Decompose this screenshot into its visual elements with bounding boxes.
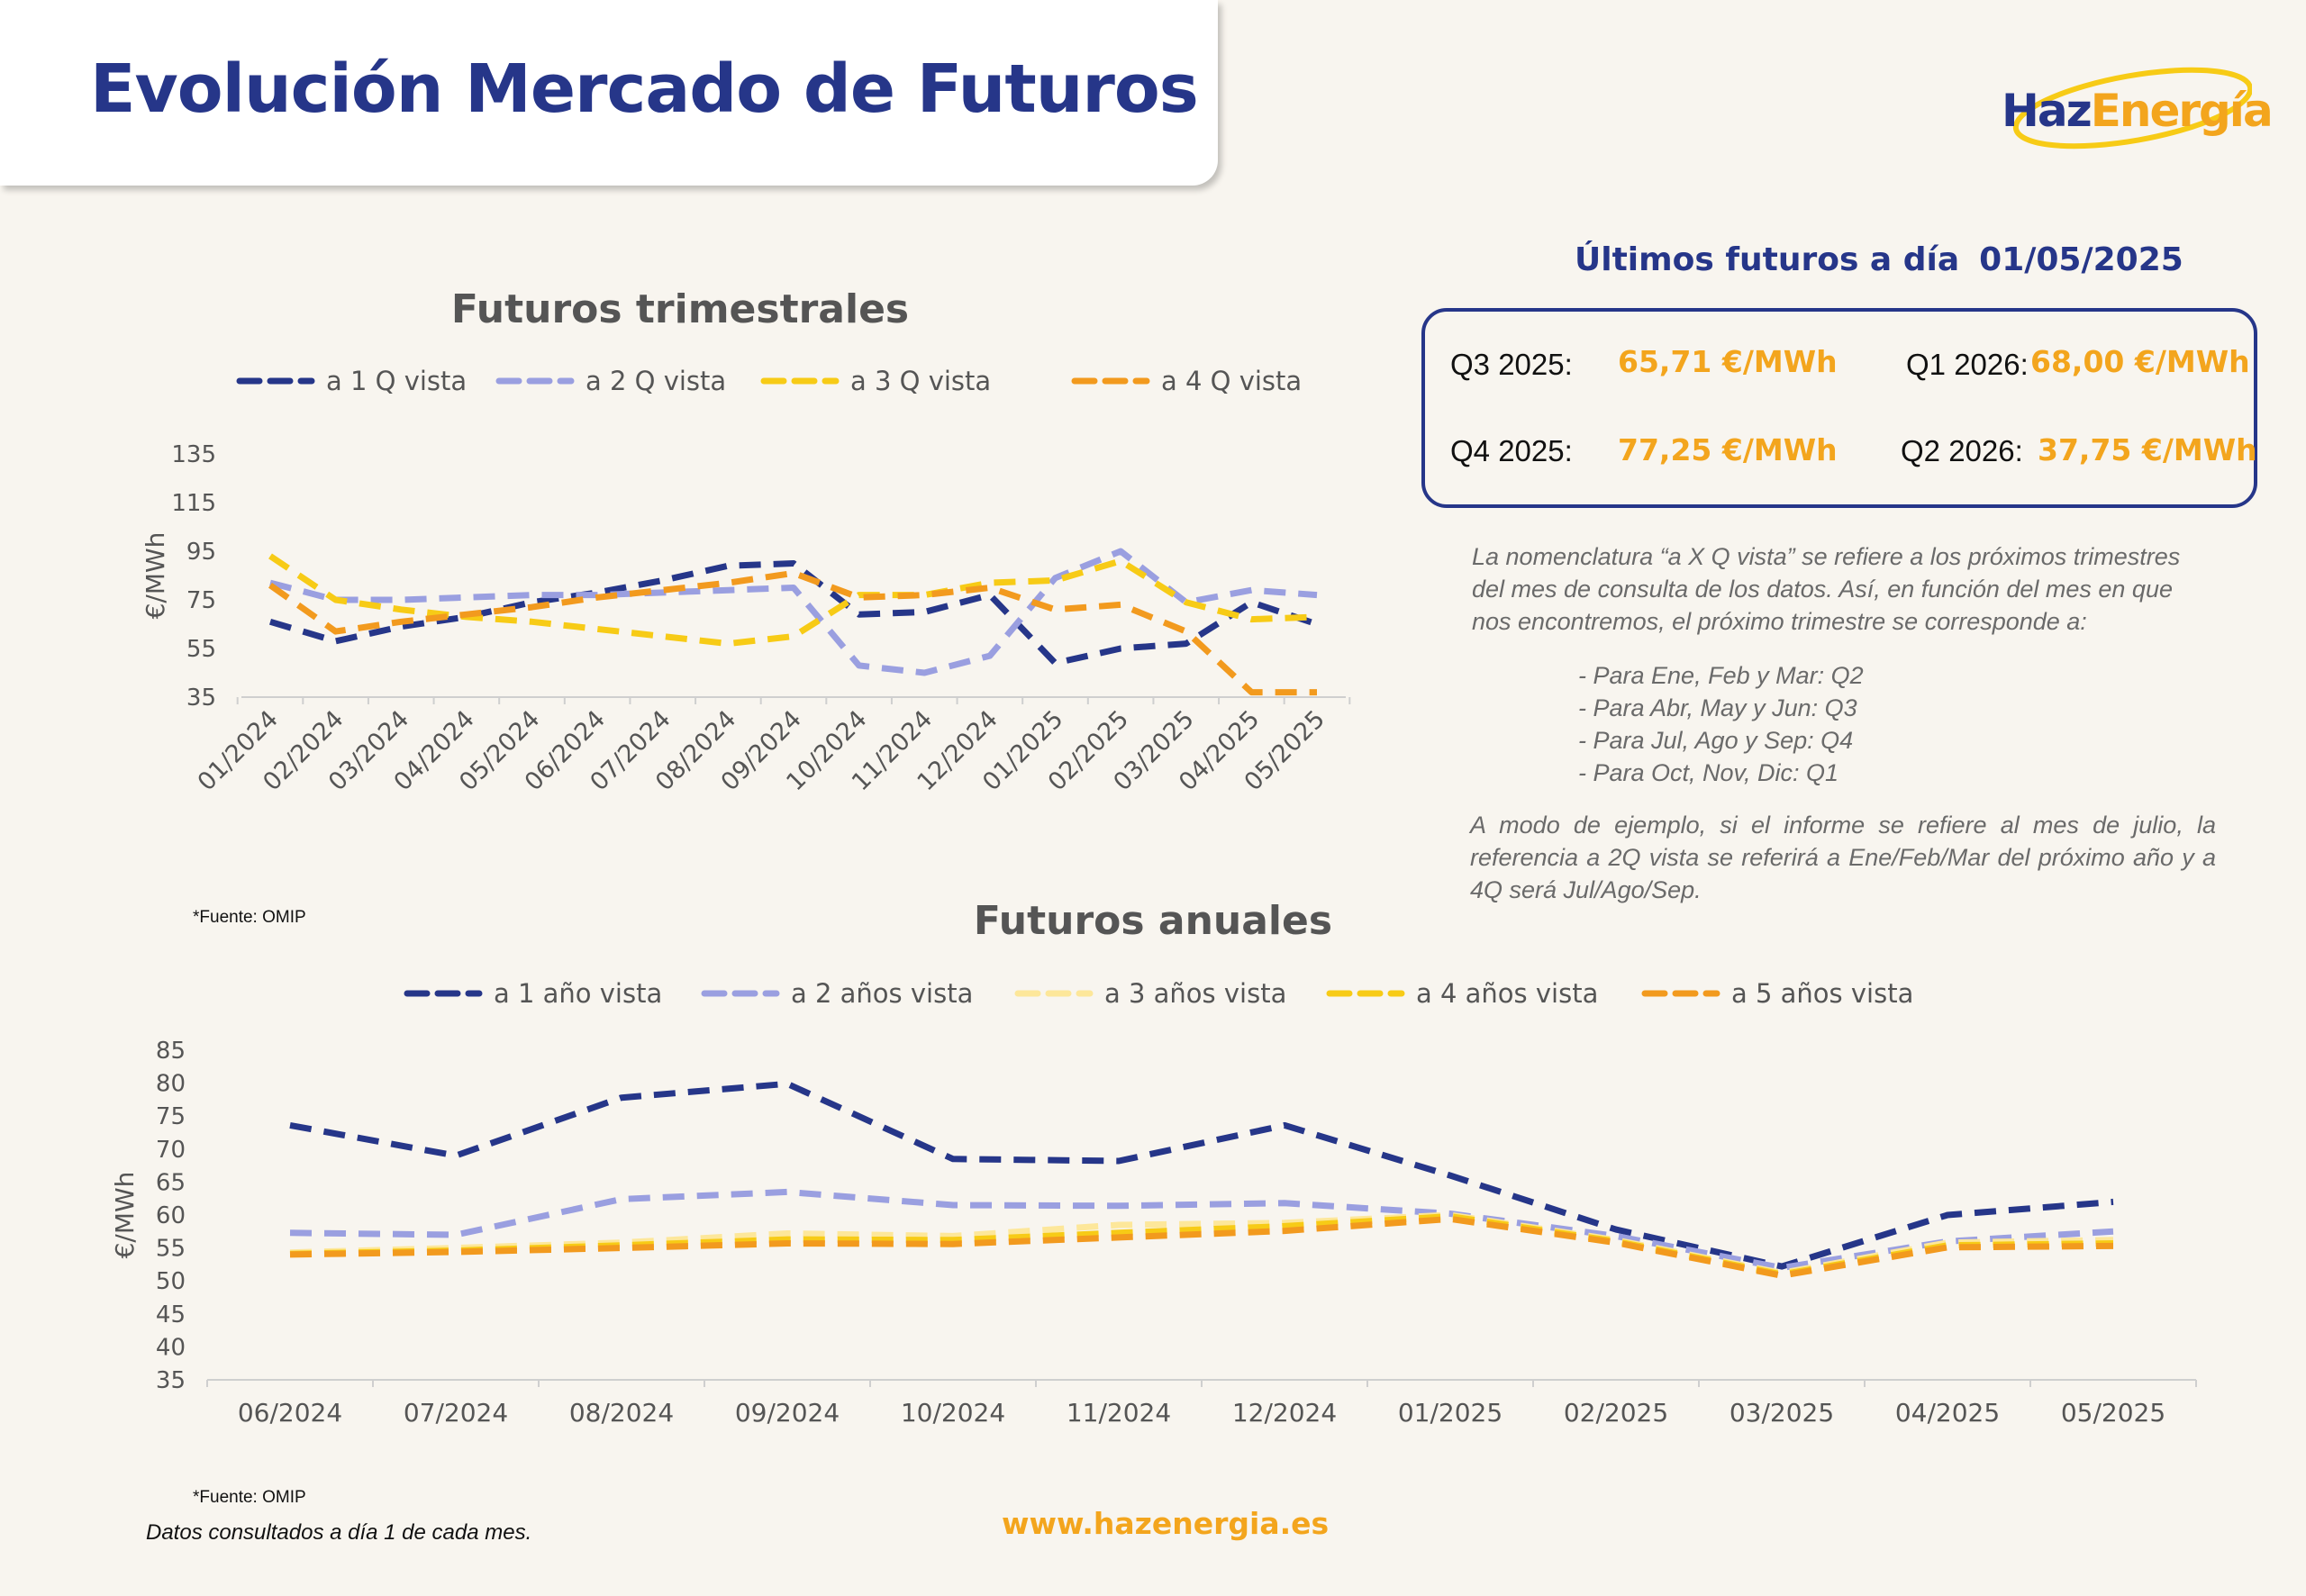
x-tick-label: 06/2024 bbox=[238, 1398, 342, 1428]
y-tick-label: 40 bbox=[156, 1334, 186, 1361]
source-label-annual: *Fuente: OMIP bbox=[193, 1488, 306, 1507]
chart-annual: Futuros anuales a 1 año vista a 2 años vis… bbox=[110, 898, 2197, 1428]
latest-label-q3-2025: Q3 2025: bbox=[1450, 348, 1573, 381]
title-banner: Evolución Mercado de Futuros bbox=[0, 0, 1218, 186]
y-tick-label: 50 bbox=[156, 1268, 186, 1295]
series-line bbox=[268, 553, 1318, 648]
chart-quarterly: Futuros trimestrales a 1 Q vista a 2 Q vis… bbox=[141, 286, 1351, 796]
legend-label: a 2 Q vista bbox=[586, 366, 726, 396]
y-tick-label: 135 bbox=[171, 441, 216, 468]
example-text: A modo de ejemplo, si el informe se refi… bbox=[1470, 812, 2216, 903]
quarter-mapping-item: - Para Jul, Ago y Sep: Q4 bbox=[1578, 727, 1854, 754]
y-tick-label: 60 bbox=[156, 1202, 186, 1229]
y-tick-label: 115 bbox=[171, 490, 216, 517]
y-tick-label: 80 bbox=[156, 1071, 186, 1098]
x-tick-label: 11/2024 bbox=[1067, 1398, 1171, 1428]
y-axis-title: €/MWh bbox=[141, 532, 170, 620]
legend-label: a 1 Q vista bbox=[326, 366, 467, 396]
logo-swoosh-icon bbox=[2012, 67, 2252, 150]
y-tick-label: 95 bbox=[186, 539, 216, 566]
latest-value-q3-2025: 65,71 €/MWh bbox=[1618, 344, 1838, 379]
y-tick-label: 70 bbox=[156, 1137, 186, 1164]
series-line bbox=[269, 548, 1318, 676]
legend-label: a 5 años vista bbox=[1731, 978, 1913, 1009]
x-tick-label: 08/2024 bbox=[569, 1398, 674, 1428]
x-tick-label: 10/2024 bbox=[901, 1398, 1005, 1428]
y-tick-label: 75 bbox=[186, 587, 216, 614]
y-tick-label: 35 bbox=[186, 685, 216, 712]
quarter-mapping-item: - Para Abr, May y Jun: Q3 bbox=[1578, 694, 1857, 721]
latest-value-q4-2025: 77,25 €/MWh bbox=[1618, 432, 1838, 467]
y-tick-label: 75 bbox=[156, 1103, 186, 1130]
latest-label-q4-2025: Q4 2025: bbox=[1450, 434, 1573, 467]
chart-title: Futuros trimestrales bbox=[451, 286, 909, 332]
y-axis-title: €/MWh bbox=[110, 1172, 140, 1259]
chart-title: Futuros anuales bbox=[974, 898, 1332, 944]
x-tick-label: 09/2024 bbox=[735, 1398, 840, 1428]
x-tick-label: 01/2025 bbox=[1398, 1398, 1503, 1428]
y-tick-label: 45 bbox=[156, 1301, 186, 1328]
legend-label: a 1 año vista bbox=[494, 978, 662, 1009]
source-label-quarterly: *Fuente: OMIP bbox=[193, 908, 306, 927]
example-note: A modo de ejemplo, si el informe se refi… bbox=[1470, 809, 2216, 906]
series-line bbox=[289, 1188, 2114, 1272]
latest-value-q1-2026: 68,00 €/MWh bbox=[2030, 344, 2250, 379]
y-tick-label: 65 bbox=[156, 1169, 186, 1196]
series-line bbox=[268, 569, 1317, 696]
logo: HazEnergía bbox=[2002, 85, 2274, 137]
series-line bbox=[289, 1080, 2114, 1270]
latest-futures-date: 01/05/2025 bbox=[1979, 241, 2183, 278]
series-line bbox=[289, 1215, 2114, 1279]
legend-label: a 4 años vista bbox=[1416, 978, 1598, 1009]
x-tick-label: 12/2024 bbox=[1232, 1398, 1337, 1428]
legend-label: a 3 años vista bbox=[1104, 978, 1286, 1009]
series-line bbox=[269, 560, 1319, 667]
y-tick-label: 85 bbox=[156, 1038, 186, 1065]
x-tick-label: 07/2024 bbox=[404, 1398, 508, 1428]
y-tick-label: 55 bbox=[186, 636, 216, 663]
website-link[interactable]: www.hazenergia.es bbox=[1002, 1506, 1330, 1541]
quarter-mapping-item: - Para Ene, Feb y Mar: Q2 bbox=[1578, 662, 1864, 689]
latest-value-q2-2026: 37,75 €/MWh bbox=[2038, 432, 2257, 467]
nomenclature-intro: La nomenclatura “a X Q vista” se refiere… bbox=[1472, 543, 2181, 635]
latest-label-q2-2026: Q2 2026: bbox=[1901, 434, 2023, 467]
x-tick-label: 02/2025 bbox=[1564, 1398, 1668, 1428]
footer-note: Datos consultados a día 1 de cada mes. bbox=[146, 1520, 532, 1545]
latest-label-q1-2026: Q1 2026: bbox=[1906, 348, 2029, 381]
nomenclature-note: La nomenclatura “a X Q vista” se refiere… bbox=[1472, 540, 2216, 638]
page-title: Evolución Mercado de Futuros bbox=[90, 50, 1199, 128]
x-tick-label: 04/2025 bbox=[1895, 1398, 2000, 1428]
x-tick-label: 03/2025 bbox=[1730, 1398, 1834, 1428]
latest-futures-title: Últimos futuros a día 01/05/2025 bbox=[1575, 241, 2183, 278]
legend-label: a 2 años vista bbox=[791, 978, 973, 1009]
x-tick-label: 05/2025 bbox=[2061, 1398, 2165, 1428]
y-tick-label: 55 bbox=[156, 1236, 186, 1263]
legend-label: a 4 Q vista bbox=[1161, 366, 1302, 396]
y-tick-label: 35 bbox=[156, 1367, 186, 1394]
quarter-mapping-list: - Para Ene, Feb y Mar: Q2 - Para Abr, Ma… bbox=[1578, 659, 2119, 789]
latest-futures-box bbox=[1421, 308, 2257, 508]
legend-label: a 3 Q vista bbox=[850, 366, 991, 396]
quarter-mapping-item: - Para Oct, Nov, Dic: Q1 bbox=[1578, 759, 1839, 786]
